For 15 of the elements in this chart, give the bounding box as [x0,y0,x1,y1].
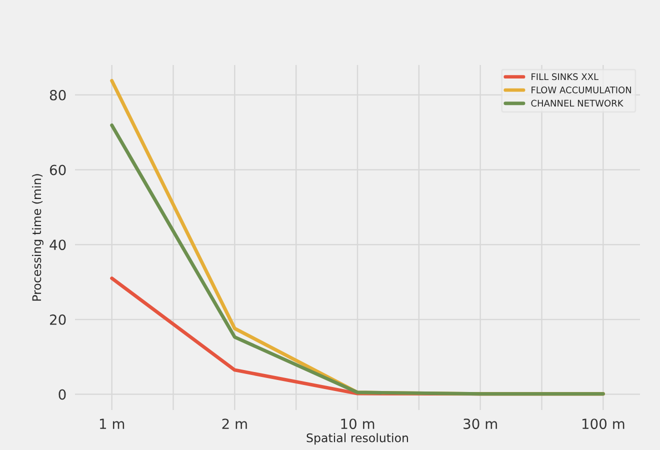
legend-label: CHANNEL NETWORK [531,100,624,107]
y-tick-label: 20 [50,314,66,325]
y-tick-label: 40 [50,240,66,250]
x-tick-label: 1 m [100,418,124,429]
legend-label: FILL SINKS XXL [532,73,598,80]
x-tick-label: 30 m [464,418,497,430]
y-tick-label: 80 [50,90,66,100]
x-tick-label: 10 m [341,418,374,430]
x-tick-label: 100 m [582,418,624,430]
legend-label: FLOW ACCUMULATION [532,86,631,94]
y-axis-title: Processing time (min) [32,174,44,301]
y-tick-label: 60 [50,164,66,176]
y-tick-label: 0 [58,389,66,400]
x-tick-label: 2 m [222,418,247,429]
x-axis-title: Spatial resolution [306,433,408,445]
